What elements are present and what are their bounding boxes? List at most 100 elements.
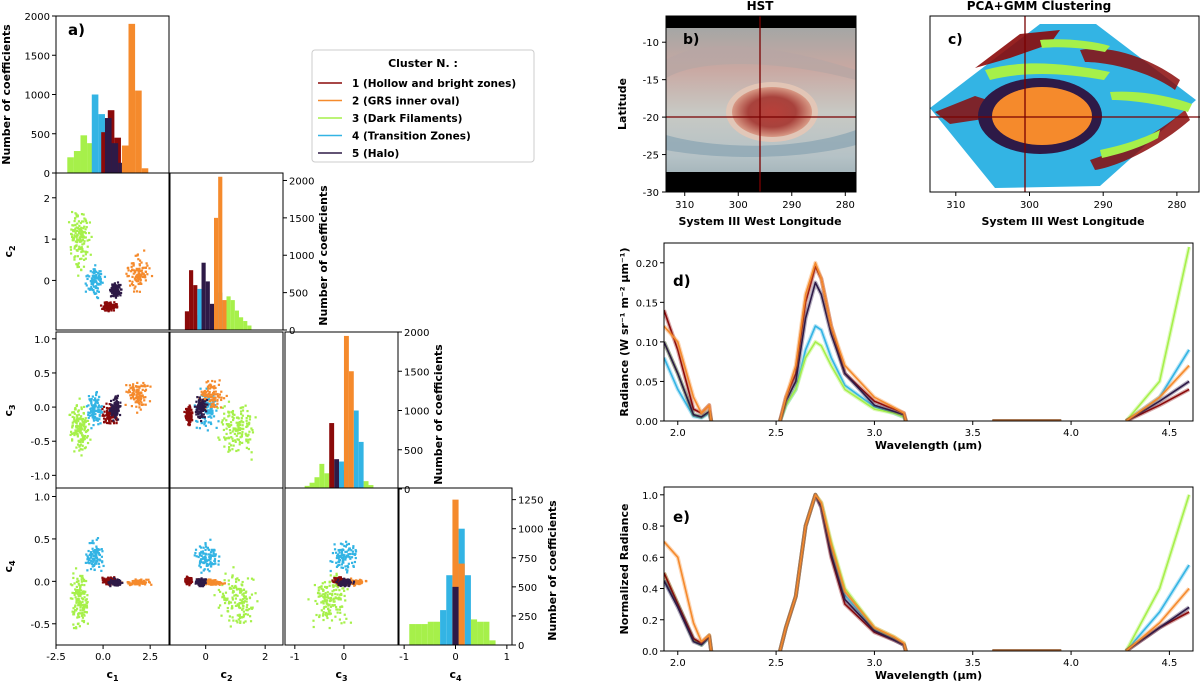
scatter-point <box>227 437 231 440</box>
scatter-point <box>244 404 247 407</box>
scatter-point <box>80 415 83 418</box>
scatter-point <box>88 411 91 414</box>
scatter-point <box>220 396 223 399</box>
map-ylabel: Latitude <box>616 78 629 130</box>
scatter-point <box>307 598 310 601</box>
scatter-point <box>116 281 120 284</box>
scatter-point <box>338 608 341 611</box>
c3-yticklabel-2: 0.0 <box>34 403 50 414</box>
spec-e-line-3-3 <box>1125 494 1190 651</box>
scatter-point <box>247 447 250 451</box>
scatter-point <box>333 543 336 546</box>
scatter-point <box>127 274 130 278</box>
hist2-bar-s1-b3 <box>193 285 198 330</box>
scatter-point <box>84 290 88 293</box>
scatter-point <box>94 413 97 416</box>
scatter-point <box>223 579 226 582</box>
scatter-point <box>244 620 247 623</box>
scatter-point <box>97 552 100 555</box>
hist2-yticklabel-1: 500 <box>289 289 308 300</box>
scatter-point <box>75 433 78 436</box>
scatter-point <box>109 585 112 588</box>
scatter-point <box>241 414 244 417</box>
scatter-point <box>202 582 205 585</box>
scatter-point <box>95 556 99 559</box>
scatter-point <box>195 426 198 429</box>
scatter-point <box>79 438 82 441</box>
scatter-point <box>94 402 97 405</box>
scatter-point <box>81 574 84 578</box>
scatter-point <box>90 285 93 289</box>
scatter-point <box>128 284 132 287</box>
scatter-point <box>132 262 135 265</box>
scatter-point <box>70 438 74 441</box>
scatter-point <box>242 594 245 598</box>
scatter-point <box>324 591 327 595</box>
scatter-point <box>140 403 144 406</box>
scatter-point <box>232 417 235 420</box>
scatter-point <box>110 309 113 312</box>
scatter-point <box>204 556 207 559</box>
scatter-point <box>79 585 82 588</box>
hist3-bar-s1-b4 <box>319 463 325 489</box>
scatter-point <box>142 385 145 388</box>
lat-ticklabel-4: -30 <box>643 188 659 199</box>
scatter-point <box>145 262 148 265</box>
scatter-point <box>234 439 237 442</box>
scatter-point <box>345 543 349 546</box>
scatter-point <box>322 611 325 614</box>
scatter-point <box>351 579 354 583</box>
scatter-point <box>195 413 198 416</box>
scatter-point <box>184 415 187 418</box>
scatter-point <box>342 581 346 584</box>
scatter-point <box>71 591 74 594</box>
c4-xticklabel-1: 0 <box>452 652 458 663</box>
pca-cluster-3-patch-3 <box>1040 39 1110 52</box>
scatter-point <box>91 413 95 416</box>
scatter-point <box>85 579 88 583</box>
scatter-point <box>344 580 347 583</box>
scatter-point <box>188 584 191 587</box>
scatter-point <box>94 551 97 554</box>
hist1-bar-s5-b4 <box>141 168 149 173</box>
scatter-point <box>184 581 187 584</box>
scatter-point <box>98 548 101 551</box>
scatter-point <box>135 395 138 398</box>
scatter-point <box>134 285 137 288</box>
scatter-point <box>228 442 231 445</box>
scatter-point <box>200 401 203 405</box>
scatter-point <box>237 425 240 428</box>
scatter-point <box>83 425 86 428</box>
scatter-point <box>112 406 115 409</box>
spec-d-line-1-3 <box>1125 388 1190 421</box>
scatter-point <box>188 418 191 421</box>
scatter-point <box>206 409 209 413</box>
scatter-point <box>116 403 119 406</box>
scatter-point <box>187 582 190 585</box>
scatter-point <box>246 613 250 616</box>
hst-lon-ticklabel-0: 310 <box>675 200 694 211</box>
scatter-point <box>113 293 117 296</box>
spec-e-line-2-0 <box>664 541 712 651</box>
scatter-point <box>237 618 240 621</box>
scatter-point <box>75 590 79 593</box>
scatter-point <box>200 584 204 587</box>
scatter-point <box>343 544 346 548</box>
scatter-point <box>339 577 342 580</box>
scatter-point <box>84 228 87 231</box>
scatter-point <box>140 391 143 394</box>
spec-d-line-5-3 <box>1125 380 1190 421</box>
scatter-point <box>239 620 242 623</box>
scatter-point <box>208 570 211 573</box>
scatter-point <box>344 565 347 568</box>
scatter-point <box>227 583 230 586</box>
scatter-point <box>112 309 116 312</box>
scatter-point <box>221 582 224 586</box>
scatter-point <box>246 603 249 607</box>
scatter-point <box>125 390 128 393</box>
scatter-point <box>84 446 87 449</box>
scatter-point <box>250 607 254 610</box>
scatter-point <box>86 569 89 572</box>
scatter-point <box>335 561 338 564</box>
